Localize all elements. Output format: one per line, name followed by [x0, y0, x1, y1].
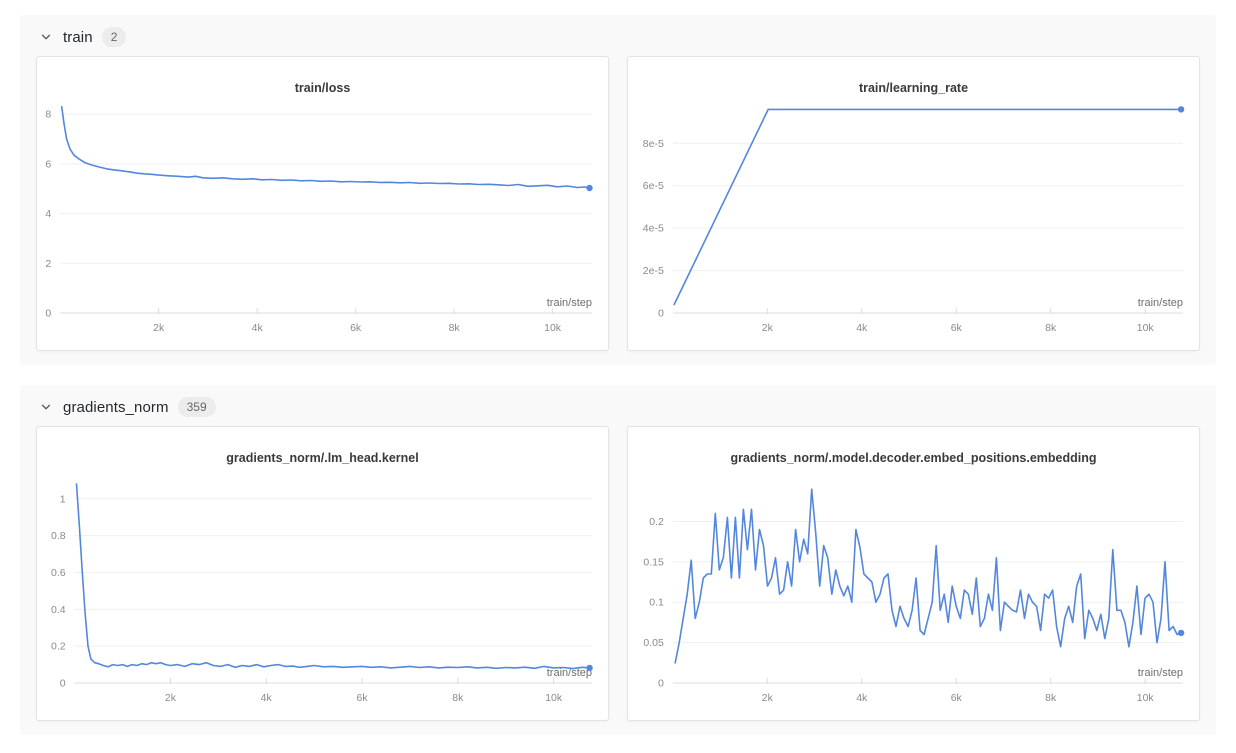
svg-text:8k: 8k — [1045, 322, 1057, 334]
svg-text:0.1: 0.1 — [649, 597, 664, 609]
section-count-badge: 2 — [101, 27, 127, 47]
svg-text:0: 0 — [658, 308, 664, 320]
chart-panel-gradients-norm-lm-head-kernel[interactable]: gradients_norm/.lm_head.kernel 0 0.2 0.4 0.… — [36, 426, 609, 721]
svg-text:6k: 6k — [356, 692, 368, 704]
chart-panel-train-loss[interactable]: train/loss 0 2 4 6 8 2k 4k 6k 8k 10k train/step — [36, 56, 609, 351]
svg-text:0.2: 0.2 — [51, 641, 66, 653]
svg-text:8: 8 — [45, 109, 51, 121]
svg-text:4k: 4k — [261, 692, 273, 704]
svg-text:4k: 4k — [856, 322, 868, 334]
svg-text:4k: 4k — [856, 692, 868, 704]
chart-svg: 0 2 4 6 8 2k 4k 6k 8k 10k train/step — [45, 105, 593, 334]
svg-text:4e-5: 4e-5 — [643, 223, 664, 235]
svg-text:2e-5: 2e-5 — [643, 265, 664, 277]
svg-text:8k: 8k — [449, 322, 461, 334]
svg-text:6k: 6k — [350, 322, 362, 334]
svg-text:4: 4 — [45, 208, 51, 220]
section-count-badge: 359 — [177, 397, 216, 417]
chart-plot: 0 2e-5 4e-5 6e-5 8e-5 2k 4k 6k 8k 10k train/step — [628, 57, 1199, 350]
svg-text:10k: 10k — [545, 692, 563, 704]
chart-panel-gradients-norm-embed-positions[interactable]: gradients_norm/.model.decoder.embed_posi… — [627, 426, 1200, 721]
svg-text:8e-5: 8e-5 — [643, 138, 664, 150]
svg-text:2k: 2k — [762, 692, 774, 704]
svg-text:2k: 2k — [153, 322, 165, 334]
svg-text:0: 0 — [45, 308, 51, 320]
svg-text:0.05: 0.05 — [643, 637, 664, 649]
svg-text:0.4: 0.4 — [51, 604, 66, 616]
svg-text:train/step: train/step — [547, 297, 592, 309]
chart-plot: 0 2 4 6 8 2k 4k 6k 8k 10k train/step — [37, 57, 608, 350]
chart-svg: 0 0.2 0.4 0.6 0.8 1 2k 4k 6k 8k 10k train/step — [51, 483, 593, 704]
svg-text:6k: 6k — [951, 692, 963, 704]
svg-text:0.8: 0.8 — [51, 530, 66, 542]
svg-text:train/step: train/step — [1138, 297, 1183, 309]
section-title: train — [63, 28, 93, 46]
svg-text:10k: 10k — [1137, 322, 1155, 334]
chart-row: train/loss 0 2 4 6 8 2k 4k 6k 8k 10k train/step tr… — [36, 56, 1200, 351]
svg-text:0.6: 0.6 — [51, 567, 66, 579]
chart-svg: 0 2e-5 4e-5 6e-5 8e-5 2k 4k 6k 8k 10k train/step — [643, 106, 1185, 334]
chart-svg: 0 0.05 0.1 0.15 0.2 2k 4k 6k 8k 10k train/step — [643, 488, 1185, 704]
svg-text:2k: 2k — [762, 322, 774, 334]
svg-text:4k: 4k — [252, 322, 264, 334]
section-header[interactable]: train 2 — [36, 23, 1200, 56]
chevron-down-icon[interactable] — [38, 29, 54, 45]
svg-text:2k: 2k — [165, 692, 177, 704]
section-train: train 2 train/loss 0 2 4 6 8 2k 4k 6k 8k 10k train… — [20, 15, 1216, 365]
chart-plot: 0 0.05 0.1 0.15 0.2 2k 4k 6k 8k 10k train/step — [628, 427, 1199, 720]
chart-panel-train-learning-rate[interactable]: train/learning_rate 0 2e-5 4e-5 6e-5 8e-5 2k 4… — [627, 56, 1200, 351]
svg-text:10k: 10k — [1137, 692, 1155, 704]
svg-text:train/step: train/step — [1138, 667, 1183, 679]
svg-text:6k: 6k — [951, 322, 963, 334]
svg-text:8k: 8k — [452, 692, 464, 704]
svg-text:6: 6 — [45, 158, 51, 170]
svg-text:0.15: 0.15 — [643, 556, 664, 568]
section-header[interactable]: gradients_norm 359 — [36, 393, 1200, 426]
svg-text:6e-5: 6e-5 — [643, 180, 664, 192]
chart-plot: 0 0.2 0.4 0.6 0.8 1 2k 4k 6k 8k 10k train/step — [37, 427, 608, 720]
svg-text:10k: 10k — [544, 322, 562, 334]
chart-row: gradients_norm/.lm_head.kernel 0 0.2 0.4 0.… — [36, 426, 1200, 721]
svg-text:0: 0 — [60, 678, 66, 690]
svg-text:2: 2 — [45, 258, 51, 270]
svg-text:0: 0 — [658, 678, 664, 690]
svg-text:8k: 8k — [1045, 692, 1057, 704]
svg-text:0.2: 0.2 — [649, 516, 664, 528]
section-gradients-norm: gradients_norm 359 gradients_norm/.lm_he… — [20, 385, 1216, 735]
chevron-down-icon[interactable] — [38, 399, 54, 415]
svg-text:train/step: train/step — [547, 667, 592, 679]
svg-text:1: 1 — [60, 493, 66, 505]
section-title: gradients_norm — [63, 398, 169, 416]
